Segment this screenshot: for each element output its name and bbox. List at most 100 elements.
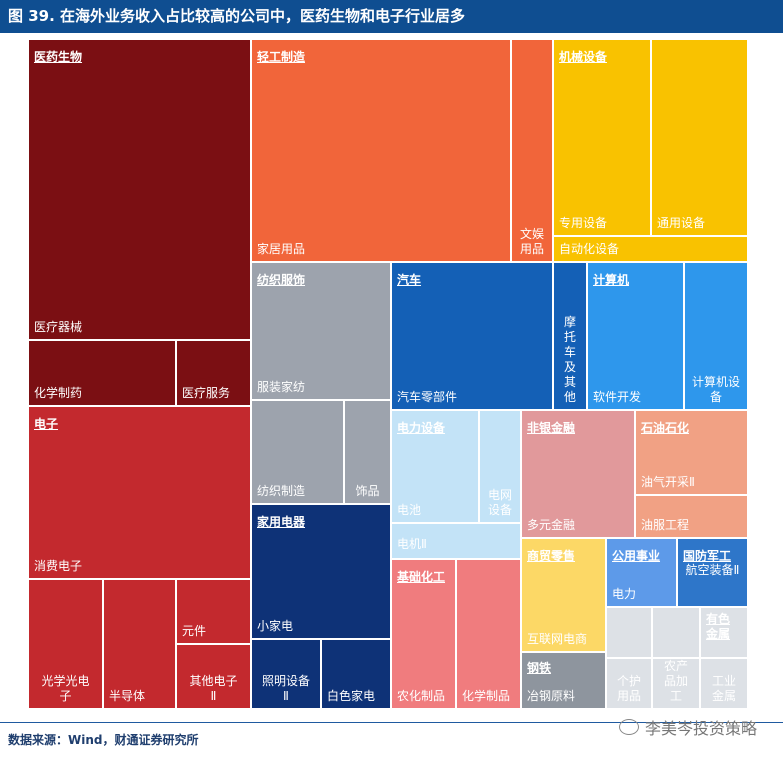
treemap-leaf-label: 个护 用品: [616, 674, 641, 703]
treemap-tile: 油服工程: [636, 496, 749, 539]
treemap-tile: 医疗服务: [177, 341, 252, 407]
figure-title: 图 39. 在海外业务收入占比较高的公司中，医药生物和电子行业居多: [0, 0, 783, 33]
treemap-sector-label: 电子: [34, 417, 59, 431]
treemap-tile: 半导体: [104, 580, 177, 710]
treemap-leaf-label: 白色家电: [327, 689, 376, 703]
treemap-leaf-label: 医疗器械: [34, 320, 83, 334]
treemap-sector-label: 汽车: [397, 273, 422, 287]
treemap-leaf-label: 家居用品: [257, 242, 306, 256]
treemap-tile: 饰品: [345, 401, 392, 505]
treemap-tile: 光学光电 子: [29, 580, 104, 710]
treemap-tile: 多元金融: [522, 411, 636, 539]
treemap-sector-label: 公用事业: [612, 549, 661, 563]
treemap-tile: 化学制品: [457, 560, 522, 710]
treemap-tile: 消费电子: [29, 407, 252, 580]
treemap-sector-label: 钢铁: [527, 661, 552, 675]
treemap-leaf-label: 纺织制造: [257, 484, 306, 498]
treemap-tile: 汽车零部件: [392, 263, 554, 411]
treemap-leaf-label: 计算机设 备: [691, 375, 740, 404]
treemap-leaf-label: 软件开发: [593, 390, 642, 404]
treemap-sector-label: 商贸零售: [527, 549, 576, 563]
treemap-tile: 元件: [177, 580, 252, 645]
treemap-tile: 油气开采Ⅱ: [636, 411, 749, 496]
treemap-tile: 专用设备: [554, 40, 652, 237]
treemap-tile: 工业 金属: [701, 659, 749, 710]
treemap-tile: 小家电: [252, 505, 392, 640]
treemap-leaf-label: 油气开采Ⅱ: [641, 475, 695, 489]
treemap-sector-label: 国防军工: [683, 549, 732, 563]
treemap-sector-label: 轻工制造: [257, 50, 306, 64]
treemap-leaf-label: 小家电: [257, 619, 294, 633]
treemap-leaf-label: 工业 金属: [711, 674, 736, 703]
treemap-leaf-label: 化学制品: [462, 689, 511, 703]
treemap-tile: 自动化设备: [554, 237, 749, 263]
treemap-tile: 服装家纺: [252, 263, 392, 401]
treemap-tile: 互联网电商: [522, 539, 607, 653]
treemap-leaf-label: 服装家纺: [257, 380, 306, 394]
treemap-sector-label: 基础化工: [397, 570, 446, 584]
treemap-leaf-label: 医疗服务: [182, 386, 231, 400]
treemap-tile: 照明设备 Ⅱ: [252, 640, 322, 710]
treemap-tile: 电力: [607, 539, 678, 608]
treemap-tile: 农产 品加 工: [653, 659, 701, 710]
treemap-tile: 通用设备: [652, 40, 749, 237]
treemap-sector-label: 纺织服饰: [257, 273, 306, 287]
treemap-tile: 软件开发: [588, 263, 685, 411]
treemap-tile: 农化制品: [392, 560, 457, 710]
treemap-leaf-label: 照明设备 Ⅱ: [261, 674, 310, 703]
treemap-leaf-label: 自动化设备: [559, 242, 620, 256]
treemap-tile: [653, 608, 701, 659]
treemap-leaf-label: 饰品: [355, 484, 380, 498]
treemap-leaf-label: 专用设备: [559, 216, 608, 230]
treemap-tile: 白色家电: [322, 640, 392, 710]
treemap-tile: 医疗器械: [29, 40, 252, 341]
treemap-tile: 冶钢原料: [522, 653, 607, 710]
treemap-sector-label: 家用电器: [257, 515, 306, 529]
wechat-icon: [618, 719, 639, 735]
treemap-leaf-label: 其他电子 Ⅱ: [189, 674, 238, 703]
watermark-text: 李美岑投资策略: [644, 719, 757, 738]
treemap-leaf-label: 光学光电 子: [41, 674, 90, 703]
treemap-leaf-label: 电池: [397, 503, 422, 517]
treemap-leaf-label: 电网 设备: [487, 488, 512, 517]
treemap-leaf-label: 冶钢原料: [527, 689, 576, 703]
treemap-sector-label: 非银金融: [527, 421, 576, 435]
treemap-tile: 电机Ⅱ: [392, 524, 522, 560]
treemap-chart: 医疗器械化学制药 医疗服务消费电子光学光电 子半导体 元件其他电子 Ⅱ 家居用品 文娱 …: [0, 33, 783, 718]
treemap-sector-label: 有色 金属: [706, 612, 731, 641]
treemap-tile: 化学制药: [29, 341, 177, 407]
treemap-sector-label: 医药生物: [34, 50, 83, 64]
treemap-tile: 其他电子 Ⅱ: [177, 645, 252, 710]
treemap-tile: 摩 托 车 及 其 他: [554, 263, 588, 411]
treemap-leaf-label: 农产 品加 工: [663, 659, 688, 703]
treemap-sector-label: 石油石化: [641, 421, 690, 435]
treemap-sector-label: 机械设备: [559, 50, 608, 64]
treemap-tile: 电网 设备: [480, 411, 522, 524]
treemap-leaf-label: 文娱 用品: [519, 227, 544, 256]
treemap-tile: 航空装备Ⅱ: [678, 539, 749, 608]
treemap-tile: 电池: [392, 411, 480, 524]
treemap-leaf-label: 油服工程: [641, 518, 690, 532]
treemap-leaf-label: 电力: [612, 587, 637, 601]
treemap-leaf-label: 航空装备Ⅱ: [685, 563, 740, 577]
treemap-tile: 文娱 用品: [512, 40, 554, 263]
treemap-leaf-label: 电机Ⅱ: [397, 537, 427, 551]
treemap-leaf-label: 化学制药: [34, 386, 83, 400]
treemap-leaf-label: 互联网电商: [527, 632, 588, 646]
treemap-leaf-label: 摩 托 车 及 其 他: [563, 315, 576, 404]
watermark: 李美岑投资策略: [618, 715, 757, 739]
source-divider: [0, 722, 783, 723]
treemap-leaf-label: 农化制品: [397, 689, 446, 703]
treemap-tile: 纺织制造: [252, 401, 345, 505]
treemap-tile: 家居用品: [252, 40, 512, 263]
treemap-leaf-label: 消费电子: [34, 559, 83, 573]
treemap-sector-label: 电力设备: [397, 421, 446, 435]
treemap-leaf-label: 多元金融: [527, 518, 576, 532]
source-note: 数据来源：Wind，财通证券研究所: [8, 733, 199, 747]
treemap-tile: [607, 608, 653, 659]
treemap-leaf-label: 通用设备: [657, 216, 706, 230]
treemap-leaf-label: 半导体: [109, 689, 146, 703]
treemap-sector-label: 计算机: [593, 273, 630, 287]
treemap-leaf-label: 元件: [182, 624, 207, 638]
treemap-tile: [701, 608, 749, 659]
